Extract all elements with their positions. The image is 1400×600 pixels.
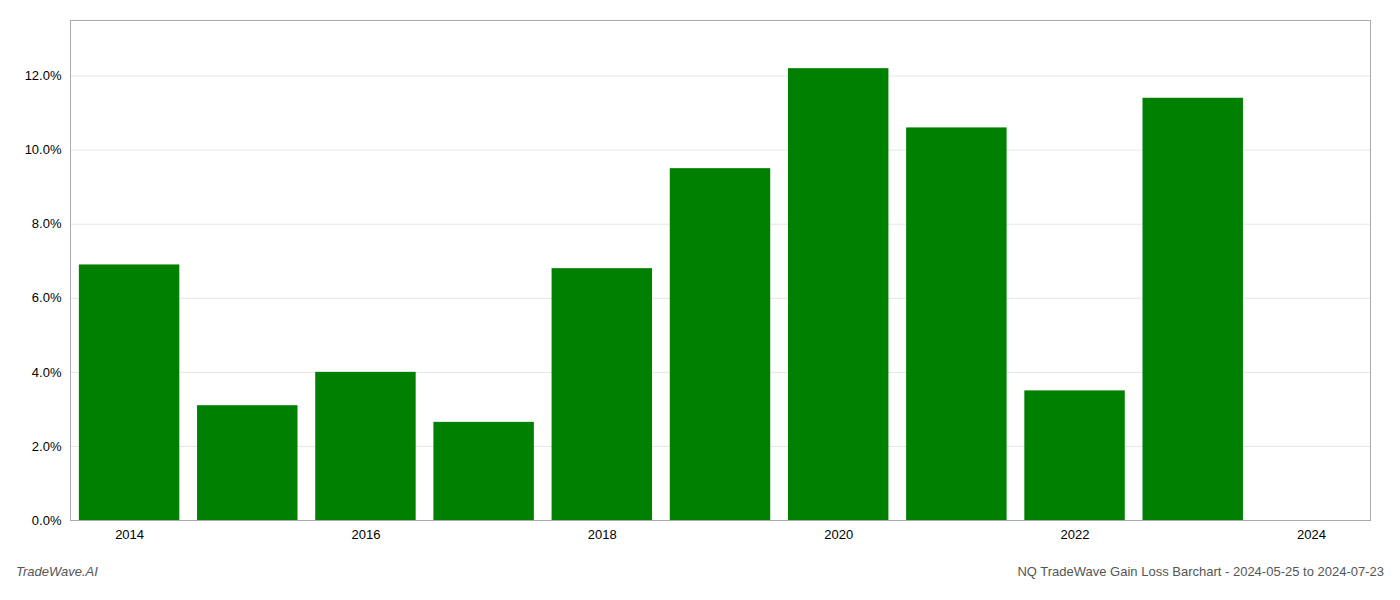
svg-text:2020: 2020 (824, 527, 853, 542)
svg-text:10.0%: 10.0% (25, 142, 62, 157)
svg-text:2.0%: 2.0% (32, 439, 62, 454)
html-text:NQ TradeWave Gain Loss Barchar: NQ TradeWave Gain Loss Barchart - 2024-0… (1017, 564, 1384, 579)
svg-text:2022: 2022 (1061, 527, 1090, 542)
svg-text:2016: 2016 (351, 527, 380, 542)
svg-text:2014: 2014 (115, 527, 144, 542)
html-text:TradeWave.AI: TradeWave.AI (16, 564, 98, 579)
svg-text:6.0%: 6.0% (32, 290, 62, 305)
svg-text:2024: 2024 (1297, 527, 1326, 542)
svg-text:0.0%: 0.0% (32, 513, 62, 528)
svg-text:4.0%: 4.0% (32, 365, 62, 380)
svg-text:12.0%: 12.0% (25, 68, 62, 83)
svg-text:2018: 2018 (588, 527, 617, 542)
svg-text:8.0%: 8.0% (32, 216, 62, 231)
